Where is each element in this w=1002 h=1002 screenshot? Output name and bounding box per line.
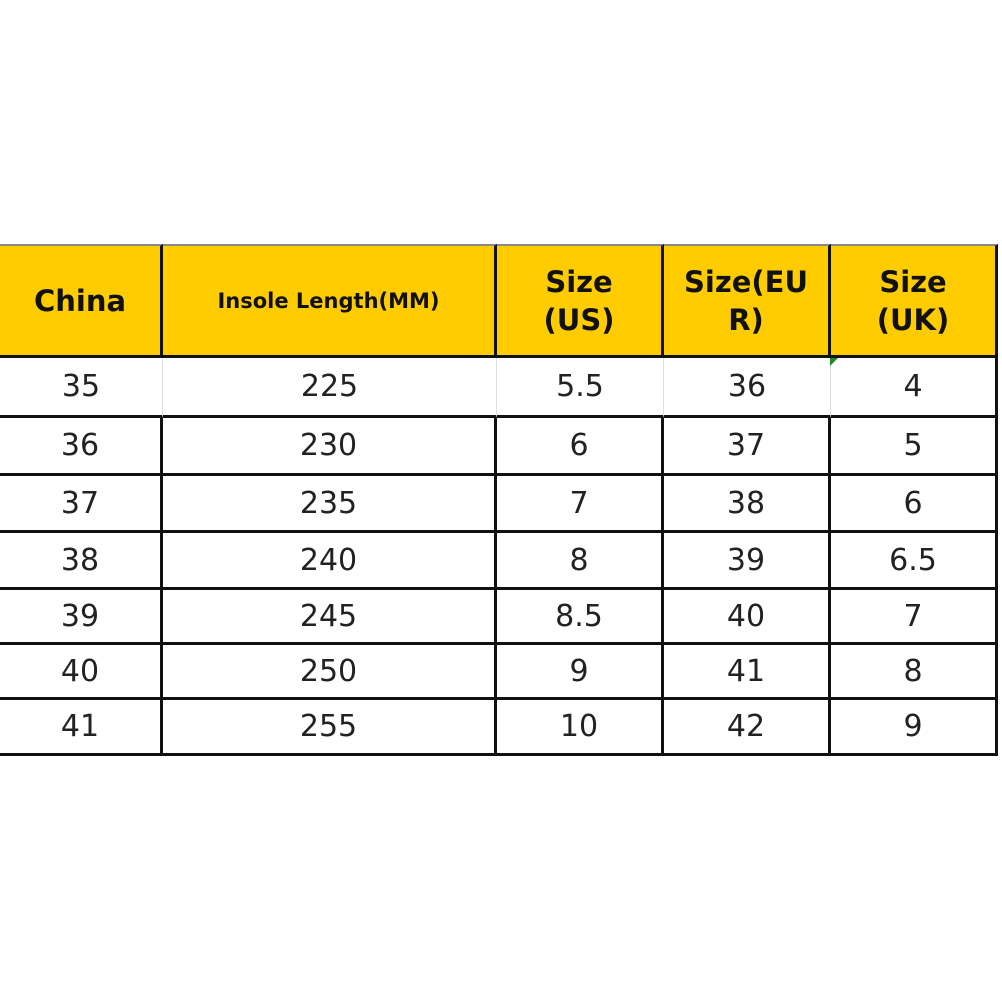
- table-row: 38 240 8 39 6.5: [0, 533, 998, 590]
- table-row: 40 250 9 41 8: [0, 645, 998, 700]
- table-cell: 40: [0, 645, 163, 700]
- table-cell: 235: [163, 476, 497, 533]
- table-cell: 4: [831, 358, 998, 418]
- table-cell: 6: [831, 476, 998, 533]
- table-cell: 255: [163, 700, 497, 756]
- table-cell: 36: [664, 358, 831, 418]
- table-cell: 42: [664, 700, 831, 756]
- table-row: 36 230 6 37 5: [0, 418, 998, 476]
- header-label: China: [33, 283, 127, 318]
- table-cell: 6: [497, 418, 664, 476]
- table-cell: 9: [497, 645, 664, 700]
- cell-comment-marker: [830, 358, 838, 366]
- table-row: 35 225 5.5 36 4: [0, 358, 998, 418]
- header-insole-length: Insole Length(MM): [163, 244, 497, 358]
- header-label: Size(EU: [684, 264, 808, 299]
- table-cell: 6.5: [831, 533, 998, 590]
- header-label: (UK): [876, 302, 950, 337]
- header-china: China: [0, 244, 163, 358]
- table-cell: 8: [831, 645, 998, 700]
- table-row: 41 255 10 42 9: [0, 700, 998, 756]
- table-cell: 250: [163, 645, 497, 700]
- header-label: Size: [545, 264, 613, 299]
- table-row: 39 245 8.5 40 7: [0, 590, 998, 645]
- table-cell: 225: [163, 358, 497, 418]
- table-cell: 10: [497, 700, 664, 756]
- table-cell: 41: [664, 645, 831, 700]
- table-cell: 5: [831, 418, 998, 476]
- header-label: Insole Length(MM): [217, 288, 440, 313]
- table-cell: 39: [0, 590, 163, 645]
- table-cell: 38: [0, 533, 163, 590]
- table-cell: 38: [664, 476, 831, 533]
- table-cell: 41: [0, 700, 163, 756]
- table-cell: 35: [0, 358, 163, 418]
- header-label: (US): [543, 302, 615, 337]
- table-row: 37 235 7 38 6: [0, 476, 998, 533]
- table-cell: 40: [664, 590, 831, 645]
- table-cell: 245: [163, 590, 497, 645]
- table-cell: 7: [831, 590, 998, 645]
- table-cell: 7: [497, 476, 664, 533]
- table-cell: 230: [163, 418, 497, 476]
- header-row: China Insole Length(MM) Size (US) Size(EU…: [0, 244, 998, 358]
- header-size-eur: Size(EU R): [664, 244, 831, 358]
- header-label: Size: [879, 264, 947, 299]
- table-cell: 37: [0, 476, 163, 533]
- table-cell: 39: [664, 533, 831, 590]
- table-cell: 8.5: [497, 590, 664, 645]
- table-cell: 9: [831, 700, 998, 756]
- header-size-us: Size (US): [497, 244, 664, 358]
- header-label: R): [728, 302, 764, 337]
- table-cell: 8: [497, 533, 664, 590]
- table-cell: 37: [664, 418, 831, 476]
- table-cell: 36: [0, 418, 163, 476]
- header-size-uk: Size (UK): [831, 244, 998, 358]
- table-cell: 240: [163, 533, 497, 590]
- table-cell: 5.5: [497, 358, 664, 418]
